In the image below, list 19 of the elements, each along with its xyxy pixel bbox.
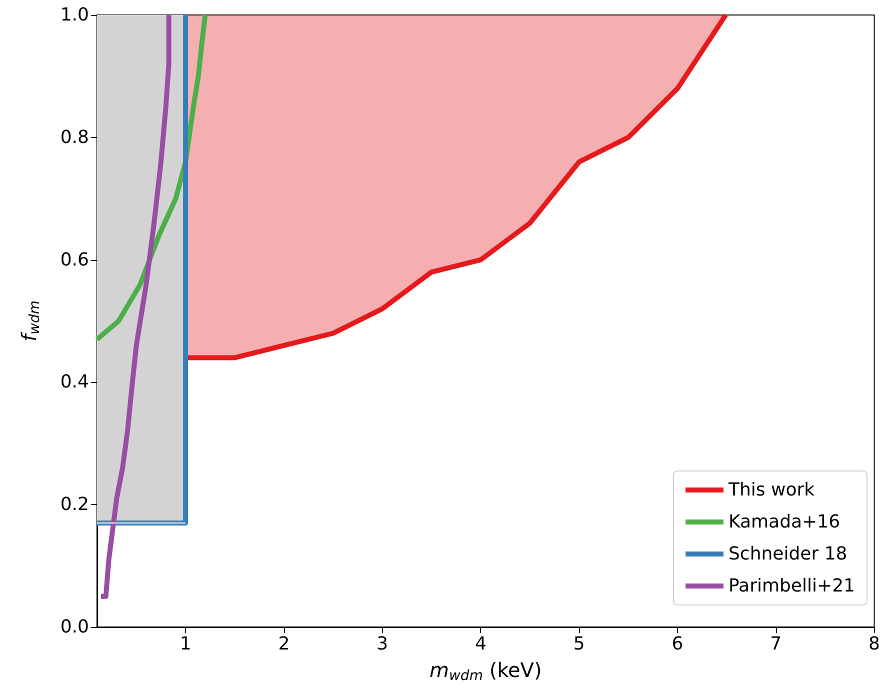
y-tick-label: 1.0 <box>60 4 89 26</box>
legend-label: Kamada+16 <box>728 512 840 532</box>
x-tick-label: 6 <box>672 634 684 654</box>
x-tick-label: 4 <box>474 634 486 654</box>
y-tick-label: 0.0 <box>60 616 89 638</box>
y-tick-label: 0.2 <box>60 494 89 516</box>
legend-label: Schneider 18 <box>728 544 848 564</box>
legend-label: This work <box>728 480 816 500</box>
legend-label: Parimbelli+21 <box>728 576 856 596</box>
x-tick-label: 5 <box>573 634 585 654</box>
x-tick-label: 1 <box>180 634 192 654</box>
x-tick-label: 2 <box>278 634 290 654</box>
y-axis-title: fwdm <box>17 300 43 342</box>
x-tick-label: 7 <box>770 634 782 654</box>
y-tick-label: 0.4 <box>60 372 89 393</box>
y-tick-label: 0.8 <box>60 126 89 148</box>
x-tick-label: 8 <box>868 634 880 654</box>
y-tick-label: 0.6 <box>60 249 89 270</box>
x-tick-label: 3 <box>376 634 388 654</box>
